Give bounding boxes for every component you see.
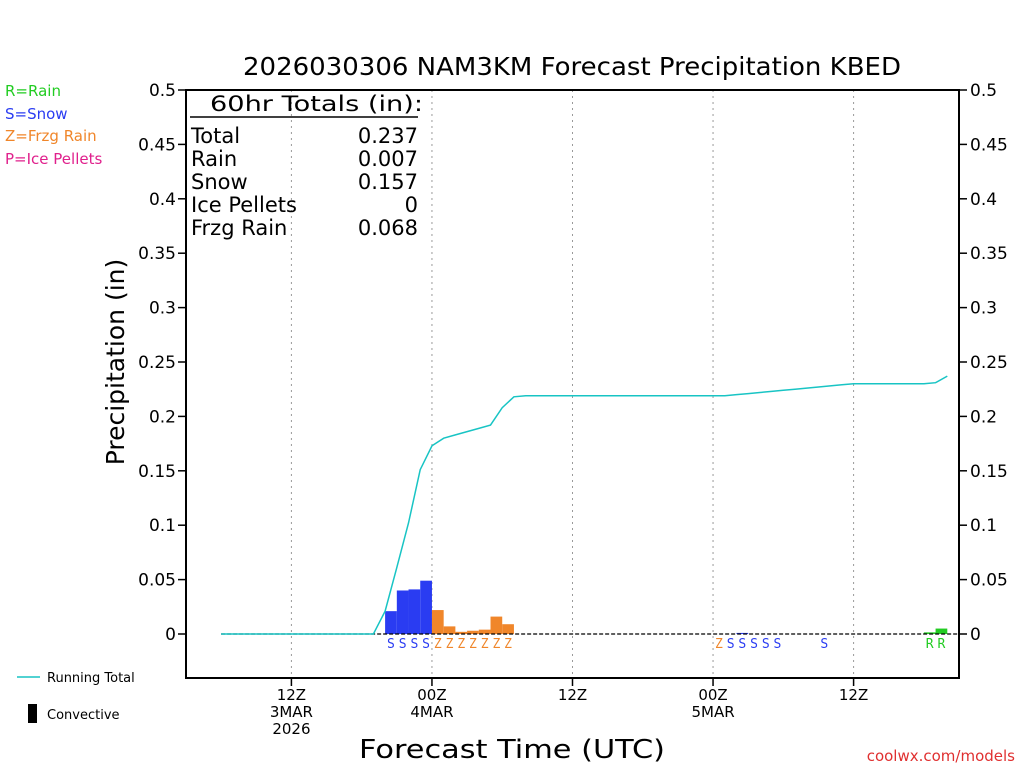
precip-bar-2 [408, 589, 421, 634]
totals-header: 60hr Totals (in): [210, 92, 423, 116]
precip-bar-6 [455, 631, 468, 634]
ptype-label-17: S [820, 637, 828, 652]
x-tick-label-0-2: 2026 [272, 720, 310, 738]
totals-snow-value: 0.157 [358, 170, 418, 194]
legend-snow: S=Snow [5, 105, 68, 123]
precip-bar-3 [420, 580, 432, 634]
y-tick-label-left-10: 0.5 [149, 81, 176, 101]
series-legend: Running Total Convective [17, 671, 135, 723]
ptype-label-2: S [410, 637, 418, 652]
precip-type-legend: R=Rain S=Snow Z=Frzg Rain P=Ice Pellets [5, 82, 102, 168]
y-axis-label: Precipitation (in) [101, 259, 130, 466]
y-tick-label-right-2: 0.1 [970, 516, 997, 536]
y-tick-label-right-7: 0.35 [970, 244, 1008, 264]
x-tick-label-1-0: 00Z [417, 686, 446, 704]
y-tick-label-left-1: 0.05 [138, 571, 176, 591]
totals-frzg-label: Frzg Rain [191, 216, 287, 240]
totals-snow-label: Snow [191, 170, 248, 194]
totals-ice-value: 0 [405, 193, 418, 217]
totals-box: 60hr Totals (in): Total 0.237 Rain 0.007… [190, 92, 423, 240]
x-tick-label-3-1: 5MAR [691, 703, 734, 721]
legend-frzg-rain: Z=Frzg Rain [5, 127, 97, 145]
convective-legend-swatch [28, 704, 37, 723]
ptype-label-19: R [938, 637, 946, 652]
ptype-label-12: S [727, 637, 735, 652]
x-tick-label-2-0: 12Z [558, 686, 587, 704]
ptype-label-9: Z [492, 637, 500, 652]
x-tick-label-0-1: 3MAR [270, 703, 313, 721]
x-axis-label: Forecast Time (UTC) [359, 735, 665, 765]
y-tick-label-left-0: 0 [165, 625, 176, 645]
y-tick-label-left-7: 0.35 [138, 244, 176, 264]
ptype-label-7: Z [469, 637, 477, 652]
ptype-label-13: S [738, 637, 746, 652]
y-tick-label-right-5: 0.25 [970, 353, 1008, 373]
precip-bar-4 [431, 610, 444, 634]
precip-bar-12 [923, 632, 936, 634]
y-tick-label-right-6: 0.3 [970, 299, 997, 319]
precip-bar-8 [478, 629, 491, 634]
convective-legend-label: Convective [47, 708, 120, 723]
y-tick-label-left-8: 0.4 [149, 190, 176, 210]
totals-rain-label: Rain [191, 147, 237, 171]
ptype-label-16: S [774, 637, 782, 652]
ptype-label-4: Z [434, 637, 442, 652]
precip-bar-11 [736, 632, 749, 634]
y-tick-label-right-1: 0.05 [970, 571, 1008, 591]
precip-bar-13 [935, 628, 948, 634]
running-total-line [221, 375, 948, 635]
totals-ice-label: Ice Pellets [191, 193, 297, 217]
y-tick-label-right-3: 0.15 [970, 462, 1008, 482]
running-total-group [221, 375, 948, 635]
y-tick-label-left-4: 0.2 [149, 407, 176, 427]
x-tick-label-4-0: 12Z [839, 686, 868, 704]
y-tick-label-left-5: 0.25 [138, 353, 176, 373]
precip-bar-0 [385, 611, 397, 634]
ptype-label-8: Z [481, 637, 489, 652]
y-tick-label-left-3: 0.15 [138, 462, 176, 482]
ptype-label-1: S [399, 637, 407, 652]
y-tick-label-left-2: 0.1 [149, 516, 176, 536]
legend-rain: R=Rain [5, 82, 61, 100]
ptype-label-10: Z [504, 637, 512, 652]
totals-total-value: 0.237 [358, 124, 418, 148]
precip-bar-1 [396, 590, 409, 634]
x-tick-label-3-0: 00Z [698, 686, 727, 704]
site-credit: coolwx.com/models [867, 747, 1015, 765]
precip-bars [385, 580, 948, 634]
x-tick-label-1-1: 4MAR [410, 703, 453, 721]
x-tick-label-0-0: 12Z [277, 686, 306, 704]
ptype-label-11: Z [715, 637, 723, 652]
precip-bar-7 [467, 630, 479, 634]
ptype-label-15: S [762, 637, 770, 652]
y-tick-label-right-9: 0.45 [970, 135, 1008, 155]
ptype-label-3: S [422, 637, 430, 652]
y-tick-label-right-0: 0 [970, 625, 981, 645]
y-tick-label-left-9: 0.45 [138, 135, 176, 155]
y-tick-label-left-6: 0.3 [149, 299, 176, 319]
precip-bar-10 [502, 624, 514, 634]
running-total-legend-label: Running Total [47, 671, 135, 686]
precip-bar-5 [443, 626, 456, 634]
y-tick-label-right-4: 0.2 [970, 407, 997, 427]
y-axis-ticks: 0 0 0.05 0.05 0.1 0.1 0.15 0.15 0.2 0.2 0.25 0.25 0.… [138, 81, 1008, 645]
precip-bar-9 [490, 616, 503, 634]
ptype-label-5: Z [446, 637, 454, 652]
totals-total-label: Total [190, 124, 240, 148]
ptype-label-0: S [387, 637, 395, 652]
totals-rain-value: 0.007 [358, 147, 418, 171]
legend-ice-pellets: P=Ice Pellets [5, 150, 102, 168]
y-tick-label-right-8: 0.4 [970, 190, 997, 210]
totals-frzg-value: 0.068 [358, 216, 418, 240]
ptype-label-14: S [750, 637, 758, 652]
chart-title: 2026030306 NAM3KM Forecast Precipitation… [243, 52, 901, 81]
ptype-label-6: Z [457, 637, 465, 652]
y-tick-label-right-10: 0.5 [970, 81, 997, 101]
ptype-label-18: R [926, 637, 934, 652]
